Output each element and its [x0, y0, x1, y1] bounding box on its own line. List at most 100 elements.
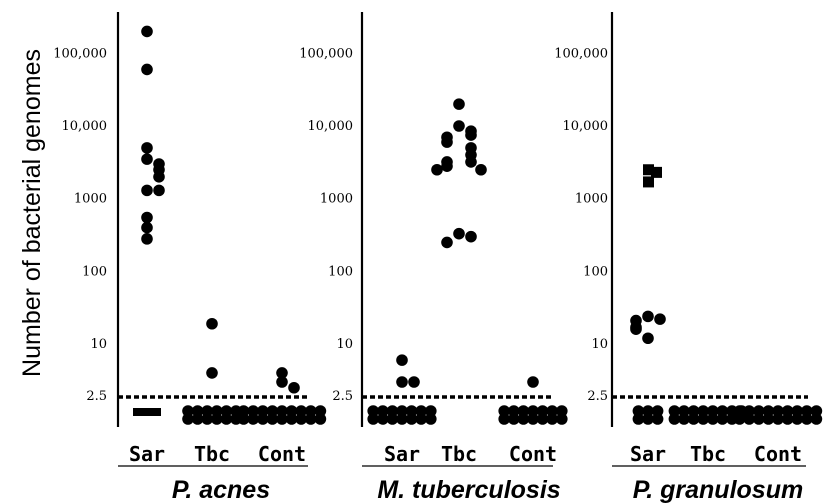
data-point [153, 184, 165, 197]
data-point [211, 413, 223, 425]
y-tick-label: 10 [336, 337, 353, 352]
data-point [465, 230, 477, 243]
data-point [781, 413, 794, 425]
y-tick-label: 2.5 [587, 389, 608, 404]
data-point [305, 405, 317, 417]
y-tick-label: 100 [82, 264, 107, 279]
y-tick-label: 100,000 [554, 46, 608, 61]
data-point [743, 413, 755, 425]
data-point [772, 405, 784, 417]
y-tick-label: 1000 [74, 192, 107, 207]
data-point [651, 413, 664, 425]
data-point [141, 63, 153, 76]
data-point [367, 405, 380, 417]
data-point [295, 405, 308, 417]
data-point [498, 405, 511, 417]
data-point [630, 323, 642, 335]
data-point [153, 170, 165, 183]
data-point [654, 313, 666, 325]
y-tick-label: 10,000 [308, 119, 354, 134]
data-point [716, 413, 729, 425]
data-point [266, 405, 279, 417]
data-point [220, 405, 233, 417]
data-point [762, 405, 775, 417]
data-point [285, 405, 298, 417]
category-label: Tbc [690, 442, 726, 466]
data-point [556, 405, 568, 417]
data-point [305, 413, 317, 425]
panel-title: P. acnes [172, 476, 270, 504]
data-point [753, 413, 765, 425]
y-tick-label: 10 [90, 337, 107, 352]
data-point [801, 405, 813, 417]
data-point [182, 405, 194, 417]
category-label: Sar [384, 442, 420, 466]
data-point [536, 405, 549, 417]
data-point [276, 367, 288, 379]
data-point [201, 405, 213, 417]
data-point [276, 376, 288, 388]
data-point [288, 381, 300, 394]
data-point [408, 376, 420, 388]
y-tick-label: 100 [328, 264, 353, 279]
data-point [396, 413, 408, 425]
y-tick-label: 2.5 [86, 389, 107, 404]
y-axis-label: Number of bacterial genomes [18, 49, 46, 377]
data-point [285, 413, 298, 425]
data-point [441, 160, 453, 172]
panel-title: P. granulosum [633, 476, 803, 504]
data-point [697, 413, 709, 425]
category-label: Tbc [441, 442, 477, 466]
data-point [546, 413, 558, 425]
panel-1: 2.5 10 100 1000 10,000 100,000 Sar Tbc Cont P. ac… [53, 12, 327, 504]
data-point [266, 413, 279, 425]
data-point [546, 405, 558, 417]
panel-3: 2.5 10 100 1000 10,000 100,000 Sar Tbc Cont P. gr… [554, 12, 823, 504]
data-point [415, 413, 428, 425]
data-point [733, 413, 746, 425]
data-point [396, 354, 408, 366]
data-point-square [643, 164, 654, 176]
data-point [386, 405, 399, 417]
data-point [791, 413, 803, 425]
data-point [465, 129, 477, 141]
data-point [257, 413, 269, 425]
data-point [687, 405, 700, 417]
data-point [668, 405, 681, 417]
data-point [517, 413, 530, 425]
data-point [141, 211, 153, 224]
data-point [201, 413, 213, 425]
data-point [536, 413, 549, 425]
data-point [772, 413, 784, 425]
category-label: Cont [509, 442, 557, 466]
data-point [257, 405, 269, 417]
data-point [415, 405, 428, 417]
data-point [141, 184, 153, 197]
data-point [386, 413, 399, 425]
data-point-square [643, 176, 654, 188]
data-point [441, 236, 453, 249]
data-point [517, 405, 530, 417]
data-point-square [133, 408, 147, 416]
data-point [707, 405, 719, 417]
data-point [314, 413, 327, 425]
y-tick-label: 1000 [575, 192, 608, 207]
data-point [810, 405, 823, 417]
category-label: Cont [754, 442, 802, 466]
data-point [405, 405, 418, 417]
data-point [220, 413, 233, 425]
data-point [508, 413, 520, 425]
y-tick-label: 10,000 [563, 119, 609, 134]
data-point [556, 413, 568, 425]
data-point [405, 413, 418, 425]
data-point [211, 405, 223, 417]
panel-2: 2.5 10 100 1000 10,000 100,000 Sar Tbc Cont M. tu… [299, 12, 568, 504]
data-point [206, 317, 218, 330]
data-point-square [147, 408, 161, 416]
data-point [707, 413, 719, 425]
category-label: Cont [258, 442, 306, 466]
data-point [191, 405, 204, 417]
data-point [441, 136, 453, 148]
y-tick-label: 100,000 [53, 46, 107, 61]
